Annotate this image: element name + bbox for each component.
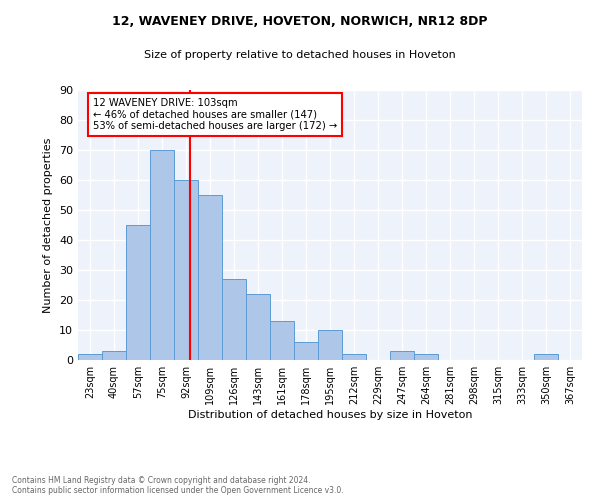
Text: 12, WAVENEY DRIVE, HOVETON, NORWICH, NR12 8DP: 12, WAVENEY DRIVE, HOVETON, NORWICH, NR1… bbox=[112, 15, 488, 28]
Bar bbox=[198, 195, 222, 360]
Bar bbox=[126, 225, 150, 360]
Bar bbox=[102, 351, 126, 360]
Bar bbox=[222, 279, 246, 360]
Bar bbox=[342, 354, 366, 360]
Text: 12 WAVENEY DRIVE: 103sqm
← 46% of detached houses are smaller (147)
53% of semi-: 12 WAVENEY DRIVE: 103sqm ← 46% of detach… bbox=[93, 98, 337, 132]
Bar bbox=[246, 294, 270, 360]
Bar bbox=[294, 342, 318, 360]
Bar bbox=[174, 180, 198, 360]
Text: Contains HM Land Registry data © Crown copyright and database right 2024.
Contai: Contains HM Land Registry data © Crown c… bbox=[12, 476, 344, 495]
Bar bbox=[318, 330, 342, 360]
Y-axis label: Number of detached properties: Number of detached properties bbox=[43, 138, 53, 312]
Bar bbox=[150, 150, 174, 360]
Bar bbox=[414, 354, 438, 360]
Bar bbox=[390, 351, 414, 360]
Text: Size of property relative to detached houses in Hoveton: Size of property relative to detached ho… bbox=[144, 50, 456, 60]
Bar bbox=[78, 354, 102, 360]
Bar bbox=[270, 321, 294, 360]
X-axis label: Distribution of detached houses by size in Hoveton: Distribution of detached houses by size … bbox=[188, 410, 472, 420]
Bar bbox=[534, 354, 558, 360]
